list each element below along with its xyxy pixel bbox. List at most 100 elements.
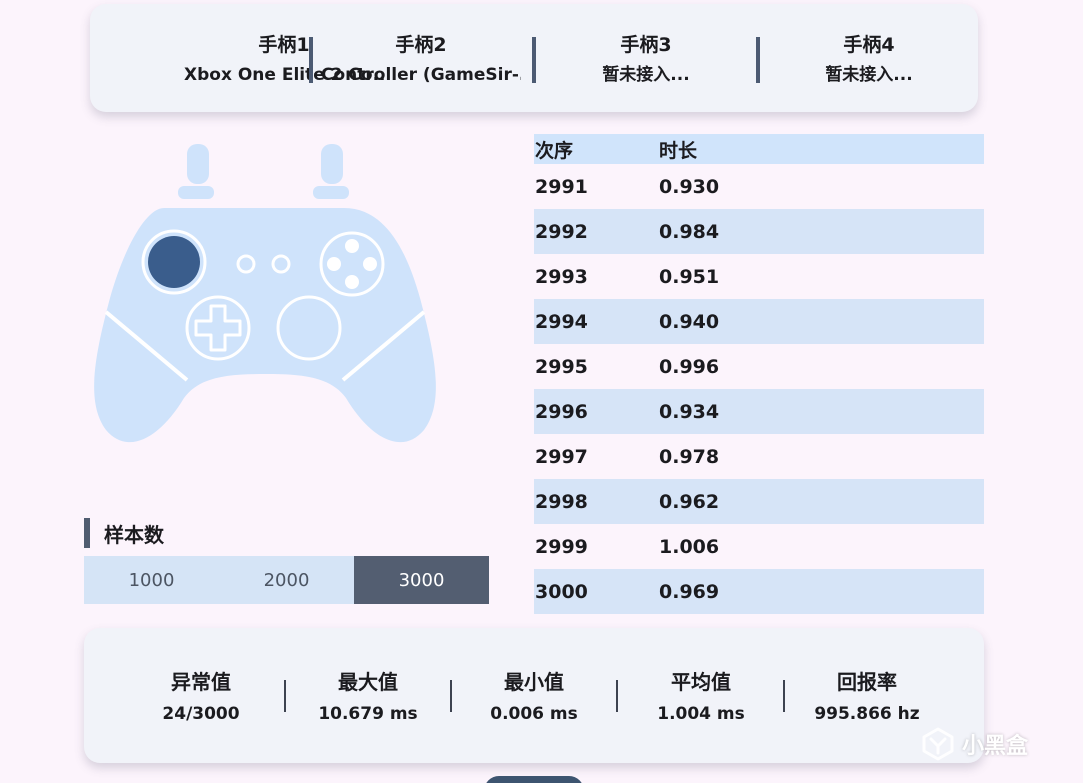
stat-label: 异常值 — [171, 670, 231, 694]
watermark: 小黑盒 — [920, 722, 1028, 766]
grip-seam-right — [341, 310, 426, 382]
tab-title: 手柄3 — [620, 34, 672, 56]
cell-duration: 1.006 — [659, 535, 720, 558]
table-row: 2993 0.951 — [534, 254, 984, 299]
stat-polling-rate: 回报率 995.866 hz — [784, 666, 950, 730]
table-row: 2994 0.940 — [534, 299, 984, 344]
cell-index: 2996 — [535, 400, 588, 423]
stat-label: 最小值 — [504, 670, 564, 694]
y-button-icon — [345, 239, 359, 253]
view-button-icon — [236, 254, 256, 274]
samples-selector: 1000 2000 3000 — [84, 556, 489, 604]
dpad-icon — [194, 304, 242, 352]
tab-title: 手柄4 — [843, 34, 895, 56]
stats-panel: 异常值 24/3000 最大值 10.679 ms 最小值 0.006 ms 平… — [84, 628, 984, 763]
stat-value: 24/3000 — [162, 704, 240, 724]
cell-index: 2994 — [535, 310, 588, 333]
samples-label: 样本数 — [104, 522, 164, 547]
tab-controller-2[interactable]: 手柄2 Controller (GameSir-... — [321, 30, 521, 90]
cell-index: 2998 — [535, 490, 588, 513]
cell-duration: 0.962 — [659, 490, 720, 513]
cell-index: 2997 — [535, 445, 588, 468]
right-trigger-icon — [321, 144, 343, 184]
left-trigger-icon — [187, 144, 209, 184]
bottom-action-button[interactable] — [484, 776, 584, 783]
stat-value: 10.679 ms — [318, 704, 418, 724]
cell-index: 3000 — [535, 580, 588, 603]
cell-duration: 0.969 — [659, 580, 720, 603]
stat-label: 平均值 — [671, 670, 731, 694]
cell-duration: 0.930 — [659, 175, 720, 198]
stat-divider — [450, 680, 452, 712]
tab-divider — [756, 37, 760, 83]
cell-duration: 0.978 — [659, 445, 720, 468]
polling-table: 次序 时长 2991 0.930 2992 0.984 2993 0.951 2… — [534, 134, 984, 614]
gamepad-illustration — [94, 144, 436, 443]
table-row: 2996 0.934 — [534, 389, 984, 434]
face-buttons-ring — [319, 231, 385, 297]
tab-title: 手柄1 — [258, 34, 310, 56]
cell-index: 2992 — [535, 220, 588, 243]
tab-controller-1[interactable]: 手柄1 Xbox One Elite 2 Co... — [184, 30, 384, 90]
tab-controller-3[interactable]: 手柄3 暂未接入... — [546, 30, 746, 90]
cell-duration: 0.984 — [659, 220, 720, 243]
a-button-icon — [345, 275, 359, 289]
b-button-icon — [363, 257, 377, 271]
stat-value: 995.866 hz — [814, 704, 920, 724]
stat-divider — [616, 680, 618, 712]
cell-index: 2999 — [535, 535, 588, 558]
table-row: 2992 0.984 — [534, 209, 984, 254]
left-bumper-icon — [178, 186, 214, 199]
cell-duration: 0.996 — [659, 355, 720, 378]
tab-controller-4[interactable]: 手柄4 暂未接入... — [769, 30, 969, 90]
stat-outliers: 异常值 24/3000 — [118, 666, 284, 730]
stat-divider — [783, 680, 785, 712]
tab-divider — [532, 37, 536, 83]
samples-option-2000[interactable]: 2000 — [263, 569, 310, 591]
xiaoheihe-logo-icon — [922, 727, 954, 761]
left-stick-icon — [148, 236, 200, 288]
left-stick-ring — [141, 229, 207, 295]
stat-value: 0.006 ms — [490, 704, 578, 724]
table-header: 次序 时长 — [534, 134, 984, 164]
cell-duration: 0.934 — [659, 400, 720, 423]
grip-seam-left — [104, 310, 189, 382]
header-index: 次序 — [535, 139, 574, 162]
tab-subtitle: 暂未接入... — [825, 65, 913, 85]
tab-divider — [309, 37, 313, 83]
table-row: 2997 0.978 — [534, 434, 984, 479]
x-button-icon — [327, 257, 341, 271]
table-row: 2991 0.930 — [534, 164, 984, 209]
tab-subtitle: Controller (GameSir-... — [321, 65, 521, 85]
cell-index: 2991 — [535, 175, 588, 198]
stat-value: 1.004 ms — [657, 704, 745, 724]
cell-duration: 0.951 — [659, 265, 720, 288]
stat-divider — [284, 680, 286, 712]
samples-option-3000[interactable]: 3000 — [354, 556, 489, 604]
table-row: 2998 0.962 — [534, 479, 984, 524]
cell-duration: 0.940 — [659, 310, 720, 333]
stat-min: 最小值 0.006 ms — [451, 666, 617, 730]
samples-option-1000[interactable]: 1000 — [128, 569, 175, 591]
tab-title: 手柄2 — [395, 34, 447, 56]
stat-average: 平均值 1.004 ms — [618, 666, 784, 730]
gamepad-body-icon — [94, 208, 436, 443]
samples-header: 样本数 — [84, 518, 164, 548]
controller-tabs: 手柄1 Xbox One Elite 2 Co... 手柄2 Controlle… — [90, 4, 978, 112]
header-duration: 时长 — [659, 139, 698, 162]
stat-label: 最大值 — [338, 670, 398, 694]
tab-subtitle: Xbox One Elite 2 Co... — [184, 65, 384, 85]
dpad-ring — [185, 295, 251, 361]
table-row: 2999 1.006 — [534, 524, 984, 569]
table-row: 2995 0.996 — [534, 344, 984, 389]
cell-index: 2993 — [535, 265, 588, 288]
stat-label: 回报率 — [837, 670, 897, 694]
right-stick-icon — [276, 295, 342, 361]
tab-subtitle: 暂未接入... — [602, 65, 690, 85]
right-bumper-icon — [313, 186, 349, 199]
stat-max: 最大值 10.679 ms — [285, 666, 451, 730]
watermark-text: 小黑盒 — [962, 734, 1029, 759]
table-row: 3000 0.969 — [534, 569, 984, 614]
section-marker — [84, 518, 90, 548]
cell-index: 2995 — [535, 355, 588, 378]
